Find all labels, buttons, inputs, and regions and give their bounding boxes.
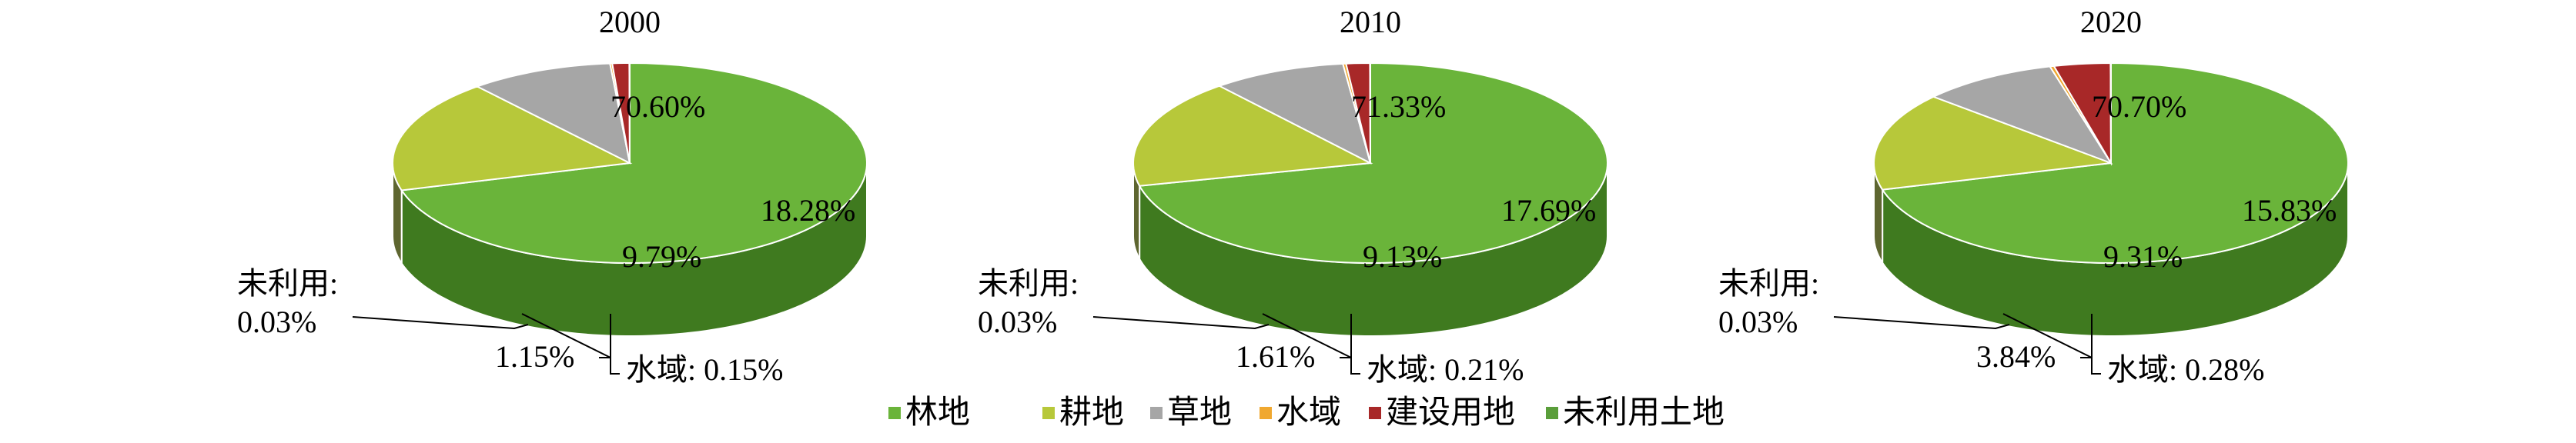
legend-label-cropland: 耕地 [1059, 395, 1124, 431]
leader-line-construction [1262, 313, 1352, 358]
pie-labels: 70.60% 18.28% 9.79% 水域: 0.15% 1.15% 未利用: 0.03% [237, 89, 855, 387]
legend-label-water: 水域 [1276, 395, 1341, 431]
data-label-grassland: 9.31% [2103, 239, 2183, 274]
pie-slice-forest [400, 62, 868, 264]
pie-slice-grassland [1217, 62, 1372, 165]
data-label-construction: 1.15% [495, 339, 574, 374]
data-label-forest: 70.60% [611, 89, 705, 124]
leader-line-water [1350, 314, 1360, 375]
leader-line-water [2091, 314, 2101, 375]
pie-title: 2010 [1340, 5, 1401, 39]
data-label-unused: 未利用: 0.03% [1718, 266, 1819, 339]
legend-marker-grassland [1150, 407, 1163, 419]
data-label-grassland: 9.13% [1363, 239, 1442, 274]
pie-slice-forest [1881, 62, 2349, 264]
legend-label-grassland: 草地 [1167, 395, 1232, 431]
data-label-water: 水域: 0.28% [2107, 352, 2264, 387]
data-label-unused: 未利用: 0.03% [978, 266, 1079, 339]
data-label-cropland: 15.83% [2242, 193, 2337, 228]
leader-line-construction [2002, 313, 2093, 358]
pie-labels: 70.70% 15.83% 9.31% 水域: 0.28% 3.84% 未利用: 0.03% [1718, 89, 2337, 387]
legend-marker-cropland [1042, 407, 1055, 419]
data-label-grassland: 9.79% [622, 239, 701, 274]
pie-title: 2000 [599, 5, 661, 39]
pie-slice-cropland [392, 85, 633, 192]
pie-slice-grassland [1931, 65, 2113, 165]
leader-line-unused [1092, 316, 1270, 330]
data-label-cropland: 17.69% [1501, 193, 1596, 228]
legend-marker-water [1260, 407, 1272, 419]
pie-chart-2000: 2000 70.60% 18.28% 9.79% 水域: 0.15% 1.15% 未利用: 0… [237, 5, 868, 387]
pie-slice-grassland [475, 62, 631, 165]
legend-marker-forest [888, 407, 901, 419]
legend-label-construction: 建设用地 [1386, 395, 1515, 431]
data-label-unused: 未利用: 0.03% [237, 266, 338, 339]
leader-line-unused [1833, 316, 2010, 330]
pie-labels: 71.33% 17.69% 9.13% 水域: 0.21% 1.61% 未利用: 0.03% [978, 89, 1596, 387]
pie-slice-unused [628, 62, 631, 164]
legend-marker-construction [1369, 407, 1381, 419]
pie-slice-cropland [1132, 85, 1373, 187]
legend-label-unused: 未利用土地 [1563, 395, 1725, 431]
legend-label-forest: 林地 [905, 395, 970, 431]
legend: 林地 耕地 草地 水域 建设用地 未利用土地 [888, 395, 1725, 431]
legend-marker-unused [1546, 407, 1558, 419]
pie-slice-unused [2109, 62, 2112, 164]
data-label-water: 水域: 0.15% [626, 352, 783, 387]
pie-tops [392, 62, 868, 264]
pie-title: 2020 [2080, 5, 2142, 39]
leader-line-water [610, 314, 620, 375]
data-label-construction: 1.61% [1236, 339, 1315, 374]
leader-line-construction [521, 313, 611, 358]
data-label-cropland: 18.28% [761, 193, 855, 228]
pie-tops [1872, 62, 2349, 264]
pie-slice-cropland [1872, 95, 2112, 191]
pie-slice-construction [2052, 62, 2113, 166]
pie-slice-forest [1138, 62, 1608, 264]
pie-chart-2020: 2020 70.70% 15.83% 9.31% 水域: 0.28% 3.84% 未利用: 0… [1718, 5, 2349, 387]
data-label-forest: 70.70% [2092, 89, 2186, 124]
data-label-forest: 71.33% [1351, 89, 1446, 124]
pie-tops [1132, 62, 1608, 264]
leader-line-unused [352, 316, 529, 330]
data-label-construction: 3.84% [1976, 339, 2056, 374]
data-label-water: 水域: 0.21% [1367, 352, 1524, 387]
pie-chart-2010: 2010 71.33% 17.69% 9.13% 水域: 0.21% 1.61% 未利用: 0… [978, 5, 1608, 387]
